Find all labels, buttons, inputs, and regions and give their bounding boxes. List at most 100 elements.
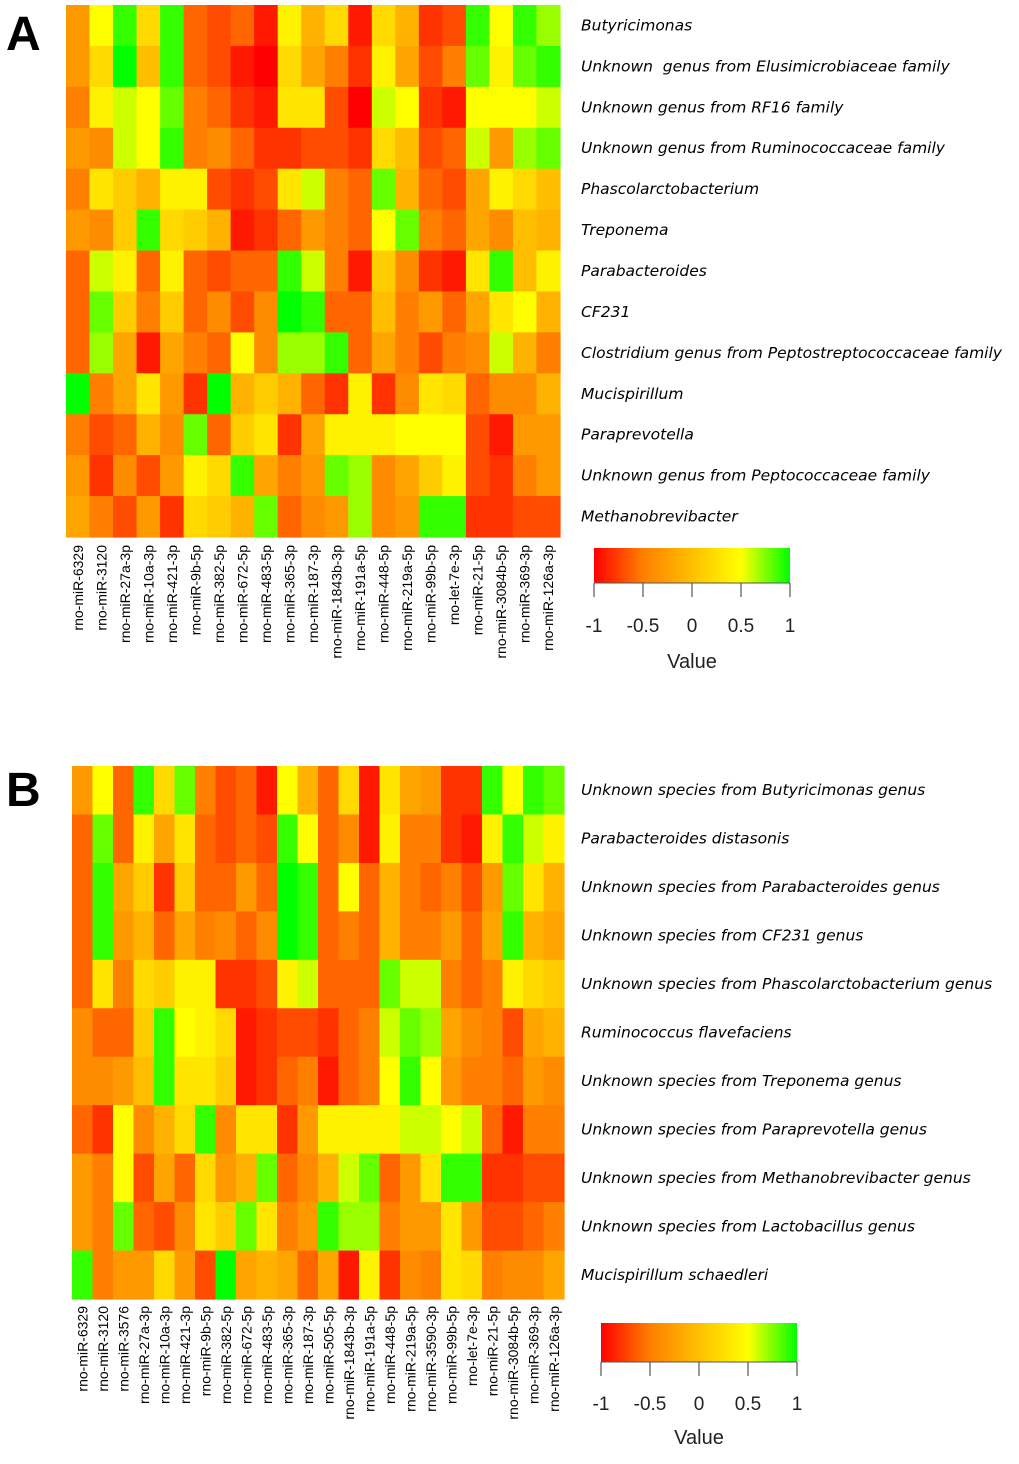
heatmap-b-cell	[215, 1008, 237, 1058]
heatmap-a-cell	[89, 45, 114, 88]
heatmap-b-cell	[174, 814, 196, 864]
heatmap-a-cell	[301, 86, 326, 129]
heatmap-b-cell	[195, 814, 217, 864]
heatmap-b-cell	[338, 1008, 360, 1058]
heatmap-a-cell	[113, 250, 138, 293]
heatmap-b-cell	[359, 1250, 381, 1300]
heatmap-b-cell	[113, 1153, 135, 1203]
heatmap-a-column-label: rno-miR-369-3p	[517, 545, 533, 643]
heatmap-b-cell	[502, 1008, 524, 1058]
heatmap-b-cell	[215, 1250, 237, 1300]
heatmap-b-cell	[236, 1008, 258, 1058]
heatmap-a-cell	[418, 86, 443, 129]
heatmap-a-cell	[136, 5, 161, 47]
heatmap-b-row-label: Unknown species from Paraprevotella genu…	[581, 1120, 927, 1138]
heatmap-a-cell	[536, 373, 561, 415]
heatmap-b-cell	[359, 959, 381, 1009]
heatmap-b-column-label: rno-miR-382-5p	[218, 1306, 234, 1404]
heatmap-b-cell	[236, 1056, 258, 1106]
heatmap-a-cell	[66, 496, 91, 538]
heatmap-a-column-label: rno-miR-382-5p	[211, 545, 227, 643]
heatmap-a-cell	[230, 414, 255, 456]
heatmap-b-cell	[359, 766, 381, 816]
heatmap-a-cell	[512, 86, 538, 129]
heatmap-b-cell	[215, 814, 237, 864]
heatmap-a-cell	[536, 168, 561, 211]
heatmap-a-cell	[113, 168, 138, 211]
heatmap-b-cell	[195, 766, 217, 816]
heatmap-a-cell	[489, 414, 514, 456]
heatmap-a-cell	[418, 496, 443, 538]
heatmap-b-cell	[174, 1008, 196, 1058]
heatmap-a-column-label: rno-miR-6329	[70, 545, 86, 631]
heatmap-a-cell	[230, 127, 255, 170]
heatmap-a-cell	[230, 45, 255, 88]
heatmap-b-cell	[277, 1105, 299, 1155]
heatmap-a-cell	[371, 209, 396, 252]
heatmap-b-cell	[523, 1250, 545, 1300]
heatmap-a-column-label: rno-miR-191a-5p	[352, 545, 368, 651]
heatmap-a-cell	[348, 45, 373, 88]
heatmap-a-cell	[183, 414, 208, 456]
heatmap-a-cell	[324, 209, 349, 252]
heatmap-a-cell	[160, 291, 185, 333]
heatmap-b-cell	[379, 862, 401, 912]
heatmap-a-cell	[324, 5, 349, 47]
heatmap-b-cell	[338, 1056, 360, 1106]
heatmap-a-cell	[254, 250, 279, 293]
heatmap-b-cell	[523, 814, 545, 864]
heatmap-a-cell	[160, 5, 185, 47]
heatmap-panel-a: A Butyricimonas Unknown genus from Elusim…	[6, 5, 1003, 673]
heatmap-b-cell	[174, 1056, 196, 1106]
heatmap-b-cell	[72, 862, 94, 912]
heatmap-a-cell	[277, 414, 302, 456]
heatmap-b-cell	[482, 1153, 504, 1203]
heatmap-a-cell	[348, 127, 373, 170]
heatmap-a-cell	[254, 209, 279, 252]
heatmap-b-cell	[72, 1008, 94, 1058]
heatmap-b-cell	[400, 1008, 422, 1058]
heatmap-a-cell	[207, 496, 232, 538]
heatmap-b-cell	[359, 814, 381, 864]
heatmap-a-cell	[183, 291, 208, 333]
heatmap-a-cell	[66, 5, 91, 47]
heatmap-b-cell	[502, 1250, 524, 1300]
heatmap-a-cell	[536, 455, 561, 497]
heatmap-b-row-label: Unknown species from Lactobacillus genus	[581, 1217, 915, 1235]
heatmap-b-cell	[154, 1202, 176, 1252]
heatmap-b-row-labels: Unknown species from Butyricimonas genus…	[581, 781, 992, 1284]
heatmap-b-cell	[400, 1202, 422, 1252]
heatmap-a-cell	[465, 127, 491, 170]
heatmap-b-cell	[277, 1008, 299, 1058]
heatmap-a-cell	[536, 86, 561, 129]
heatmap-b-cell	[215, 1153, 237, 1203]
heatmap-b-cell	[318, 1250, 340, 1300]
heatmap-a-cell	[207, 455, 232, 497]
heatmap-b-row-label: Ruminococcus flavefaciens	[581, 1024, 792, 1042]
heatmap-b-row-label: Unknown species from Phascolarctobacteri…	[581, 975, 992, 993]
heatmap-a-cell	[418, 291, 443, 333]
heatmap-b-cell	[113, 1008, 135, 1058]
heatmap-a-cell	[230, 332, 255, 374]
heatmap-a-cell	[183, 250, 208, 293]
heatmap-a-cell	[395, 373, 420, 415]
heatmap-b-cell	[502, 1105, 524, 1155]
heatmap-a-cell	[207, 291, 232, 333]
heatmap-b-cell	[277, 959, 299, 1009]
heatmap-a-column-label: rno-miR-27a-3p	[117, 545, 133, 643]
heatmap-b-cell	[359, 911, 381, 961]
heatmap-a-cell	[207, 86, 232, 129]
heatmap-b-cell	[277, 1056, 299, 1106]
heatmap-b-column-label: rno-miR-672-5p	[238, 1306, 254, 1404]
heatmap-a-row-label: Parabacteroides	[581, 262, 707, 280]
heatmap-a-cell	[207, 373, 232, 415]
heatmap-a-cell	[301, 168, 326, 211]
heatmap-b-cell	[482, 862, 504, 912]
heatmap-b-cell	[174, 1250, 196, 1300]
heatmap-b-cell	[277, 766, 299, 816]
heatmap-a-cell	[465, 250, 491, 293]
heatmap-b-cell	[154, 959, 176, 1009]
heatmap-a-cell	[160, 168, 185, 211]
heatmap-b-cell	[338, 1250, 360, 1300]
heatmap-a-cell	[113, 373, 138, 415]
